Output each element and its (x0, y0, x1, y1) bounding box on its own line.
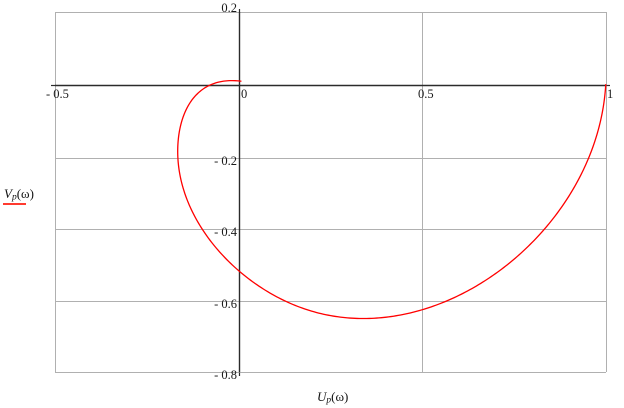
svg-text:Up(ω): Up(ω) (317, 389, 348, 406)
svg-text:Vp(ω): Vp(ω) (4, 186, 34, 203)
